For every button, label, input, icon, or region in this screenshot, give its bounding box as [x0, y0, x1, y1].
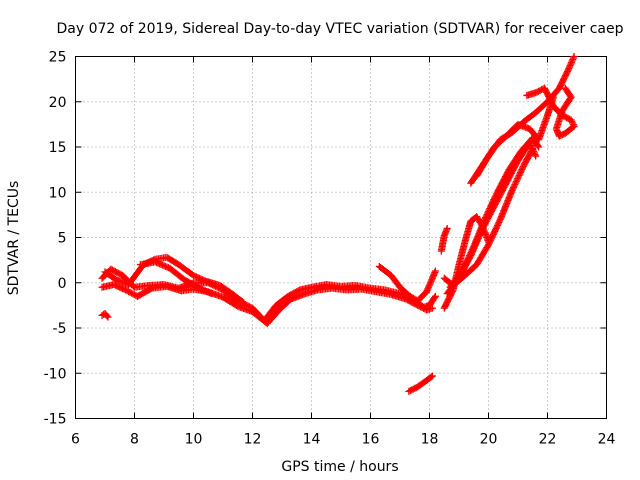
- x-axis-label: GPS time / hours: [281, 459, 398, 475]
- series-track-k: [446, 134, 543, 291]
- data-point-marker: [423, 288, 431, 296]
- data-point-marker: [569, 56, 577, 64]
- x-tick-label: 18: [421, 432, 439, 448]
- data-point-marker: [567, 116, 575, 124]
- y-tick-label: -10: [44, 366, 67, 382]
- series-track-e: [98, 310, 112, 321]
- data-point-marker: [569, 54, 577, 62]
- data-point-marker: [568, 57, 576, 65]
- data-point-marker: [534, 142, 542, 150]
- series-track-g: [405, 372, 436, 395]
- y-tick-label: -5: [53, 321, 67, 337]
- data-point-marker: [104, 313, 112, 321]
- x-tick-label: 22: [539, 432, 557, 448]
- data-point-marker: [431, 292, 439, 300]
- data-point-marker: [426, 279, 434, 287]
- x-tick-label: 24: [598, 432, 616, 448]
- x-tick-label: 20: [480, 432, 498, 448]
- data-point-marker: [425, 282, 433, 290]
- data-layer: [98, 53, 578, 395]
- data-point-marker: [431, 294, 439, 302]
- data-point-marker: [428, 304, 436, 312]
- y-tick-label: 5: [58, 231, 67, 247]
- data-point-marker: [564, 66, 572, 74]
- series-track-h: [437, 224, 451, 255]
- data-point-marker: [570, 53, 578, 60]
- x-tick-label: 16: [362, 432, 380, 448]
- data-point-marker: [431, 267, 439, 275]
- x-tick-label: 6: [71, 432, 80, 448]
- x-tick-label: 10: [185, 432, 203, 448]
- data-point-marker: [424, 285, 432, 293]
- series-track-f: [375, 262, 439, 305]
- data-point-marker: [206, 289, 214, 297]
- plot-frame: [75, 56, 607, 419]
- data-point-marker: [443, 224, 451, 232]
- data-point-marker: [567, 60, 575, 68]
- data-point-marker: [428, 372, 436, 380]
- data-point-marker: [207, 290, 215, 298]
- data-point-marker: [565, 65, 573, 73]
- x-tick-label: 12: [244, 432, 262, 448]
- data-point-marker: [528, 146, 536, 154]
- data-point-marker: [561, 84, 569, 92]
- y-tick-label: 20: [49, 95, 67, 111]
- y-tick-label: 10: [49, 185, 67, 201]
- data-point-marker: [568, 117, 576, 125]
- series-track-o: [523, 84, 578, 140]
- data-point-marker: [238, 298, 246, 306]
- series-track-c: [101, 253, 248, 307]
- data-point-marker: [427, 277, 435, 285]
- chart-title: Day 072 of 2019, Sidereal Day-to-day VTE…: [57, 21, 624, 37]
- data-point-marker: [562, 85, 570, 93]
- data-point-marker: [425, 283, 433, 291]
- data-point-marker: [529, 145, 537, 153]
- y-tick-label: 0: [58, 276, 67, 292]
- y-tick-label: -15: [44, 412, 67, 428]
- y-axis-label: SDTVAR / TECUs: [6, 181, 22, 296]
- data-point-marker: [532, 152, 540, 160]
- x-tick-label: 14: [303, 432, 321, 448]
- grid-layer: [75, 56, 607, 419]
- data-point-marker: [423, 286, 431, 294]
- data-point-marker: [103, 312, 111, 320]
- y-tick-label: 25: [49, 50, 67, 66]
- data-point-marker: [240, 299, 248, 307]
- data-point-marker: [426, 280, 434, 288]
- data-point-marker: [535, 143, 543, 151]
- series-track-l: [440, 145, 537, 289]
- data-point-marker: [566, 62, 574, 70]
- series-track-d: [136, 258, 215, 298]
- x-tick-label: 8: [130, 432, 139, 448]
- y-tick-label: 15: [49, 140, 67, 156]
- tick-layer: 6 8 10 12 14 16 18 20 22 24 -15 -10 -5 0 5 10 15 20 25: [44, 50, 616, 448]
- data-point-marker: [427, 373, 435, 381]
- data-point-marker: [567, 59, 575, 67]
- data-point-marker: [565, 63, 573, 71]
